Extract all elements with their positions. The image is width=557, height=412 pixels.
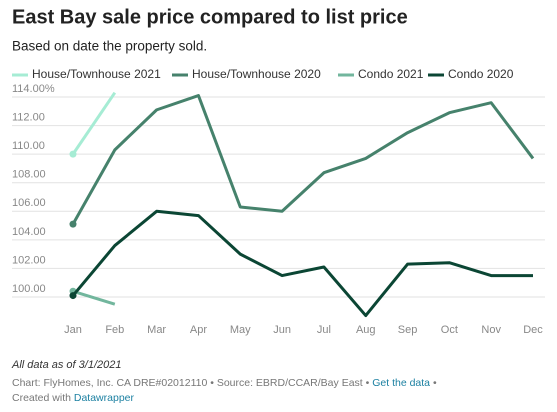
series-line bbox=[72, 289, 116, 306]
note: All data as of 3/1/2021 bbox=[11, 359, 121, 371]
chart-title: East Bay sale price compared to list pri… bbox=[12, 6, 408, 28]
x-tick-label: Jan bbox=[64, 324, 82, 336]
x-tick-label: Mar bbox=[147, 324, 166, 336]
created-line: Created with Datawrapper bbox=[12, 392, 134, 404]
series-line bbox=[71, 209, 533, 318]
y-tick-label: 112.00 bbox=[12, 111, 45, 123]
start-dot bbox=[69, 150, 77, 158]
credit: Chart: FlyHomes, Inc. CA DRE#02012110 • … bbox=[12, 377, 370, 389]
y-tick-label: 102.00 bbox=[12, 254, 46, 266]
x-tick-label: Jun bbox=[273, 324, 291, 336]
y-tick-label: 106.00 bbox=[12, 197, 46, 209]
x-tick-label: Feb bbox=[105, 324, 124, 336]
x-tick-label: Oct bbox=[441, 324, 458, 336]
start-dot bbox=[69, 220, 77, 228]
x-tick-label: Aug bbox=[356, 324, 376, 336]
x-tick-label: Apr bbox=[190, 324, 207, 336]
legend-label: Condo 2020 bbox=[448, 67, 514, 81]
datawrapper-link[interactable]: Datawrapper bbox=[74, 392, 135, 404]
x-tick-label: Dec bbox=[523, 324, 543, 336]
y-tick-label: 114.00% bbox=[12, 83, 55, 95]
legend-label: Condo 2021 bbox=[358, 67, 424, 81]
created-with: Created with bbox=[12, 392, 71, 404]
y-tick-label: 104.00 bbox=[12, 226, 46, 238]
start-dot bbox=[69, 292, 77, 300]
x-tick-label: Sep bbox=[398, 324, 418, 336]
chart-subtitle: Based on date the property sold. bbox=[12, 39, 207, 54]
credit-line: Chart: FlyHomes, Inc. CA DRE#02012110 • … bbox=[12, 377, 437, 389]
series-line bbox=[71, 94, 535, 225]
x-tick-label: Nov bbox=[481, 324, 501, 336]
x-tick-label: May bbox=[230, 324, 251, 336]
get-data-link[interactable]: Get the data bbox=[372, 377, 430, 389]
series-line bbox=[71, 91, 117, 155]
x-tick-label: Jul bbox=[317, 324, 331, 336]
y-tick-label: 108.00 bbox=[12, 169, 46, 181]
legend-label: House/Townhouse 2021 bbox=[32, 67, 161, 81]
y-tick-label: 100.00 bbox=[12, 283, 46, 295]
legend-label: House/Townhouse 2020 bbox=[192, 67, 321, 81]
y-tick-label: 110.00 bbox=[12, 140, 45, 152]
